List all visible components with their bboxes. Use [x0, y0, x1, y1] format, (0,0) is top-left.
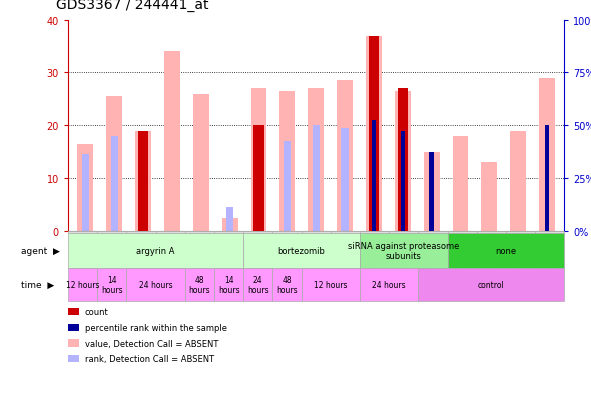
Bar: [193, 95, 209, 231]
Bar: [313, 126, 320, 231]
Bar: [453, 136, 469, 231]
Text: GDS3367 / 244441_at: GDS3367 / 244441_at: [56, 0, 209, 12]
Bar: [424, 152, 440, 231]
Text: bortezomib: bortezomib: [278, 247, 326, 255]
Text: 14
hours: 14 hours: [217, 275, 239, 294]
Bar: [138, 131, 148, 231]
Text: 14
hours: 14 hours: [101, 275, 122, 294]
Bar: [369, 36, 379, 231]
Bar: [251, 89, 267, 231]
Text: 48
hours: 48 hours: [276, 275, 298, 294]
Bar: [399, 134, 407, 231]
Bar: [164, 52, 180, 231]
Bar: [337, 81, 353, 231]
Bar: [77, 145, 93, 231]
Bar: [545, 126, 549, 231]
Text: 12 hours: 12 hours: [314, 280, 348, 290]
Bar: [106, 97, 122, 231]
Bar: [401, 131, 405, 231]
Text: 24
hours: 24 hours: [247, 275, 268, 294]
Text: argyrin A: argyrin A: [137, 247, 175, 255]
Bar: [111, 136, 118, 231]
Text: 12 hours: 12 hours: [66, 280, 99, 290]
Text: 48
hours: 48 hours: [189, 275, 210, 294]
Bar: [366, 36, 382, 231]
Bar: [82, 155, 89, 231]
Bar: [510, 131, 526, 231]
Text: none: none: [495, 247, 517, 255]
Text: 24 hours: 24 hours: [372, 280, 406, 290]
Bar: [280, 92, 296, 231]
Bar: [371, 121, 378, 231]
Text: count: count: [85, 307, 108, 316]
Bar: [135, 131, 151, 231]
Text: time  ▶: time ▶: [21, 280, 54, 290]
Bar: [342, 128, 349, 231]
Text: siRNA against proteasome
subunits: siRNA against proteasome subunits: [348, 241, 459, 261]
Bar: [255, 128, 262, 231]
Text: value, Detection Call = ABSENT: value, Detection Call = ABSENT: [85, 339, 218, 348]
Bar: [398, 89, 408, 231]
Text: agent  ▶: agent ▶: [21, 247, 60, 255]
Bar: [482, 163, 497, 231]
Bar: [395, 92, 411, 231]
Bar: [226, 208, 233, 231]
Bar: [539, 78, 555, 231]
Bar: [254, 126, 264, 231]
Text: 24 hours: 24 hours: [139, 280, 173, 290]
Bar: [372, 121, 376, 231]
Text: percentile rank within the sample: percentile rank within the sample: [85, 323, 226, 332]
Bar: [222, 218, 238, 231]
Bar: [309, 89, 324, 231]
Bar: [284, 142, 291, 231]
Bar: [430, 152, 434, 231]
Bar: [139, 142, 147, 231]
Text: control: control: [478, 280, 505, 290]
Text: rank, Detection Call = ABSENT: rank, Detection Call = ABSENT: [85, 354, 213, 363]
